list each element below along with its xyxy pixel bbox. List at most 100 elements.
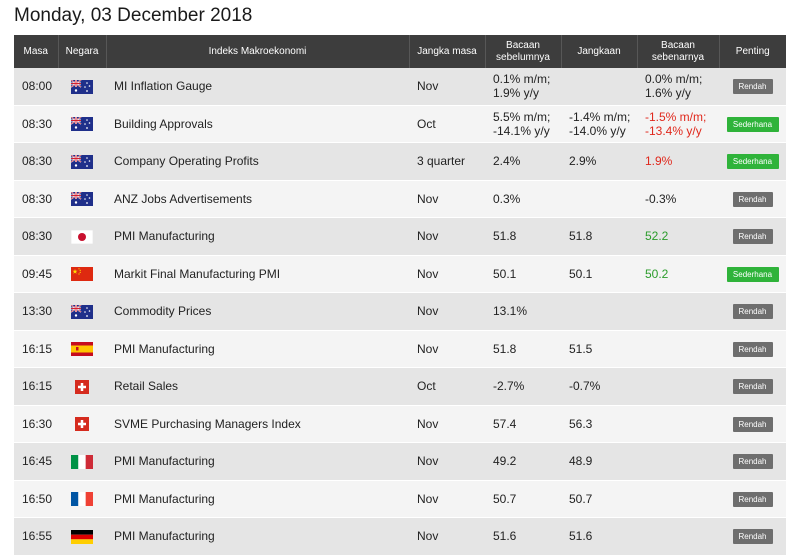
row-importance: Sederhana [719, 142, 786, 181]
forecast-line-1: 50.7 [569, 491, 593, 506]
australia-flag-icon [71, 304, 93, 319]
row-indicator[interactable]: Building Approvals [106, 105, 409, 143]
importance-badge[interactable]: Rendah [732, 229, 773, 245]
row-time: 08:30 [14, 105, 58, 143]
row-country [58, 367, 106, 406]
row-indicator[interactable]: Commodity Prices [106, 292, 409, 331]
row-forecast: 2.9% [561, 142, 637, 181]
row-forecast: 51.5 [561, 330, 637, 368]
row-previous: 0.3% [485, 180, 561, 218]
table-row[interactable]: 16:45 PMI Manufacturing Nov 49.2 48.9 Re… [14, 442, 786, 481]
row-country [58, 442, 106, 481]
row-forecast: -1.4% m/m; -14.0% y/y [561, 105, 637, 143]
importance-badge[interactable]: Rendah [732, 79, 773, 95]
spain-flag-icon [71, 342, 93, 357]
header-indicator[interactable]: Indeks Makroekonomi [106, 35, 410, 68]
row-country [58, 480, 106, 518]
italy-flag-icon [71, 454, 93, 469]
table-row[interactable]: 16:30 SVME Purchasing Managers Index Nov… [14, 405, 786, 443]
germany-flag-icon [71, 529, 93, 544]
row-time: 16:15 [14, 367, 58, 406]
row-importance: Rendah [719, 180, 786, 218]
previous-line-1: 51.8 [493, 341, 517, 356]
row-indicator[interactable]: PMI Manufacturing [106, 330, 409, 368]
forecast-line-1: 48.9 [569, 454, 593, 469]
header-actual[interactable]: Bacaan sebenarnya [637, 35, 720, 68]
row-indicator[interactable]: PMI Manufacturing [106, 517, 409, 556]
importance-badge[interactable]: Rendah [732, 416, 773, 432]
table-row[interactable]: 08:00 MI Inflation Gauge Nov 0.1% m/m; 1.… [14, 68, 786, 106]
row-country [58, 292, 106, 331]
header-importance[interactable]: Penting [719, 35, 786, 68]
row-indicator[interactable]: ANZ Jobs Advertisements [106, 180, 409, 218]
header-period[interactable]: Jangka masa [409, 35, 486, 68]
row-importance: Rendah [719, 292, 786, 331]
row-period: Nov [409, 517, 485, 556]
row-period: Nov [409, 68, 485, 106]
row-indicator[interactable]: SVME Purchasing Managers Index [106, 405, 409, 443]
row-indicator[interactable]: PMI Manufacturing [106, 442, 409, 481]
header-previous[interactable]: Bacaan sebelumnya [485, 35, 562, 68]
actual-line-2: -13.4% y/y [645, 123, 702, 138]
header-forecast[interactable]: Jangkaan [561, 35, 638, 68]
row-forecast [561, 292, 637, 331]
row-indicator[interactable]: Markit Final Manufacturing PMI [106, 255, 409, 293]
row-indicator[interactable]: PMI Manufacturing [106, 480, 409, 518]
row-previous: -2.7% [485, 367, 561, 406]
row-indicator[interactable]: MI Inflation Gauge [106, 68, 409, 106]
forecast-line-1: 51.5 [569, 341, 593, 356]
table-row[interactable]: 08:30 PMI Manufacturing Nov 51.8 51.8 52… [14, 217, 786, 256]
row-country [58, 142, 106, 181]
actual-line-1: 50.2 [645, 266, 669, 281]
row-time: 08:30 [14, 217, 58, 256]
table-row[interactable]: 16:15 PMI Manufacturing Nov 51.8 51.5 Re… [14, 330, 786, 368]
importance-badge[interactable]: Sederhana [726, 116, 779, 132]
page-title: Monday, 03 December 2018 [14, 5, 253, 26]
importance-badge[interactable]: Rendah [732, 191, 773, 207]
table-row[interactable]: 09:45 Markit Final Manufacturing PMI Nov… [14, 255, 786, 293]
row-actual [637, 367, 719, 406]
importance-badge[interactable]: Rendah [732, 454, 773, 470]
row-time: 16:55 [14, 517, 58, 556]
header-country[interactable]: Negara [58, 35, 107, 68]
row-indicator[interactable]: PMI Manufacturing [106, 217, 409, 256]
row-period: 3 quarter [409, 142, 485, 181]
forecast-line-1: 56.3 [569, 416, 593, 431]
importance-badge[interactable]: Sederhana [726, 154, 779, 170]
row-time: 08:00 [14, 68, 58, 106]
table-row[interactable]: 16:15 Retail Sales Oct -2.7% -0.7% Renda… [14, 367, 786, 406]
row-country [58, 405, 106, 443]
australia-flag-icon [71, 192, 93, 207]
importance-badge[interactable]: Rendah [732, 304, 773, 320]
row-period: Nov [409, 292, 485, 331]
header-time[interactable]: Masa [14, 35, 59, 68]
table-row[interactable]: 08:30 Building Approvals Oct 5.5% m/m; -1… [14, 105, 786, 143]
actual-line-1: 1.9% [645, 154, 673, 169]
previous-line-1: 0.1% m/m; [493, 72, 551, 87]
importance-badge[interactable]: Rendah [732, 529, 773, 545]
row-indicator[interactable]: Company Operating Profits [106, 142, 409, 181]
row-indicator[interactable]: Retail Sales [106, 367, 409, 406]
forecast-line-1: -1.4% m/m; [569, 109, 631, 124]
previous-line-1: 50.7 [493, 491, 517, 506]
row-actual [637, 292, 719, 331]
table-row[interactable]: 08:30 Company Operating Profits 3 quarte… [14, 142, 786, 181]
row-actual: -1.5% m/m; -13.4% y/y [637, 105, 719, 143]
importance-badge[interactable]: Rendah [732, 341, 773, 357]
importance-badge[interactable]: Sederhana [726, 266, 779, 282]
table-row[interactable]: 08:30 ANZ Jobs Advertisements Nov 0.3% -… [14, 180, 786, 218]
forecast-line-2: -14.0% y/y [569, 123, 626, 138]
row-time: 16:50 [14, 480, 58, 518]
row-country [58, 68, 106, 106]
row-period: Nov [409, 405, 485, 443]
row-previous: 2.4% [485, 142, 561, 181]
row-actual [637, 330, 719, 368]
table-row[interactable]: 16:55 PMI Manufacturing Nov 51.6 51.6 Re… [14, 517, 786, 556]
table-row[interactable]: 13:30 Commodity Prices Nov 13.1% Rendah [14, 292, 786, 331]
importance-badge[interactable]: Rendah [732, 491, 773, 507]
china-flag-icon [71, 267, 93, 282]
importance-badge[interactable]: Rendah [732, 379, 773, 395]
previous-line-1: 51.8 [493, 229, 517, 244]
table-row[interactable]: 16:50 PMI Manufacturing Nov 50.7 50.7 Re… [14, 480, 786, 518]
row-period: Nov [409, 480, 485, 518]
